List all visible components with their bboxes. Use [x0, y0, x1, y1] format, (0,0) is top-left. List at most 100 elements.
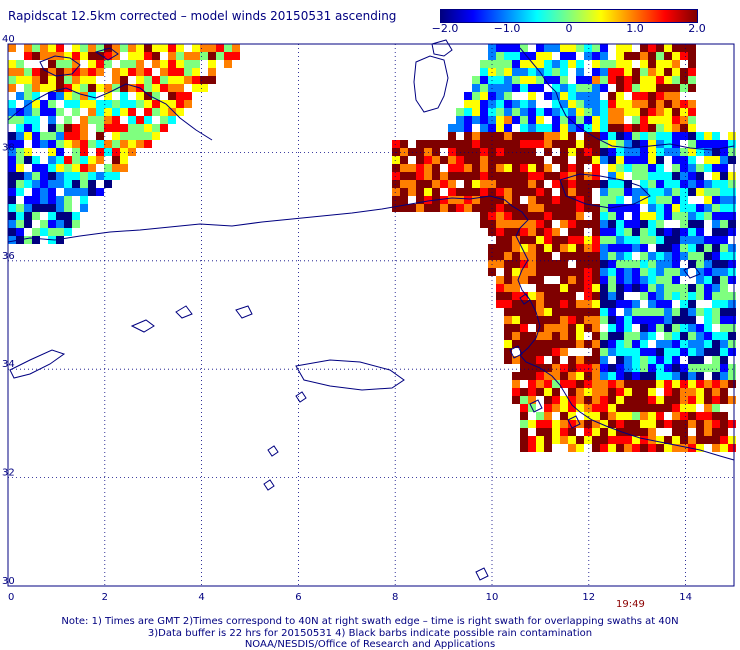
swath-cell — [728, 140, 736, 148]
swath-cell — [696, 228, 704, 236]
swath-cell — [688, 116, 696, 124]
swath-cell — [568, 132, 576, 140]
swath-cell — [32, 156, 40, 164]
swath-cell — [600, 204, 608, 212]
swath-cell — [560, 60, 568, 68]
swath-cell — [696, 348, 704, 356]
swath-cell — [504, 348, 512, 356]
swath-cell — [720, 252, 728, 260]
swath-cell — [576, 268, 584, 276]
swath-cell — [672, 204, 680, 212]
swath-cell — [536, 236, 544, 244]
swath-cell — [456, 172, 464, 180]
swath-cell — [584, 292, 592, 300]
swath-cell — [632, 76, 640, 84]
swath-cell — [656, 108, 664, 116]
swath-cell — [576, 188, 584, 196]
swath-cell — [416, 196, 424, 204]
swath-cell — [648, 420, 656, 428]
swath-cell — [136, 124, 144, 132]
swath-cell — [16, 204, 24, 212]
swath-cell — [648, 76, 656, 84]
swath-cell — [648, 300, 656, 308]
swath-cell — [544, 204, 552, 212]
swath-cell — [664, 244, 672, 252]
swath-cell — [8, 204, 16, 212]
swath-cell — [720, 220, 728, 228]
swath-cell — [688, 228, 696, 236]
swath-cell — [496, 116, 504, 124]
swath-cell — [640, 60, 648, 68]
swath-cell — [520, 268, 528, 276]
swath-cell — [96, 100, 104, 108]
swath-cell — [608, 436, 616, 444]
swath-cell — [680, 252, 688, 260]
swath-cell — [640, 388, 648, 396]
swath-cell — [144, 76, 152, 84]
swath-cell — [32, 124, 40, 132]
swath-cell — [64, 212, 72, 220]
swath-cell — [664, 300, 672, 308]
swath-cell — [608, 132, 616, 140]
swath-cell — [696, 244, 704, 252]
swath-cell — [640, 124, 648, 132]
swath-cell — [128, 44, 136, 52]
swath-cell — [528, 212, 536, 220]
swath-cell — [576, 340, 584, 348]
swath-cell — [688, 212, 696, 220]
swath-cell — [592, 324, 600, 332]
swath-cell — [512, 292, 520, 300]
swath-cell — [664, 180, 672, 188]
swath-cell — [680, 348, 688, 356]
swath-cell — [632, 428, 640, 436]
swath-cell — [496, 300, 504, 308]
swath-cell — [104, 92, 112, 100]
swath-cell — [600, 236, 608, 244]
swath-cell — [728, 396, 736, 404]
swath-cell — [544, 292, 552, 300]
swath-cell — [632, 108, 640, 116]
swath-cell — [600, 372, 608, 380]
swath-cell — [640, 132, 648, 140]
swath-cell — [600, 124, 608, 132]
coastline-island — [567, 415, 581, 429]
swath-cell — [728, 348, 736, 356]
swath-cell — [720, 140, 728, 148]
swath-cell — [640, 340, 648, 348]
swath-cell — [560, 396, 568, 404]
swath-cell — [536, 252, 544, 260]
swath-cell — [704, 348, 712, 356]
swath-cell — [624, 60, 632, 68]
swath-cell — [640, 180, 648, 188]
swath-cell — [440, 204, 448, 212]
swath-cell — [112, 84, 120, 92]
swath-cell — [552, 76, 560, 84]
swath-cell — [640, 436, 648, 444]
swath-cell — [624, 348, 632, 356]
swath-cell — [600, 196, 608, 204]
swath-cell — [48, 108, 56, 116]
swath-cell — [552, 260, 560, 268]
swath-cell — [704, 308, 712, 316]
swath-cell — [176, 68, 184, 76]
swath-cell — [24, 196, 32, 204]
swath-cell — [704, 364, 712, 372]
swath-cell — [624, 300, 632, 308]
swath-cell — [568, 220, 576, 228]
swath-cell — [440, 172, 448, 180]
swath-cell — [584, 428, 592, 436]
swath-cell — [608, 380, 616, 388]
swath-cell — [712, 332, 720, 340]
swath-cell — [704, 284, 712, 292]
swath-cell — [608, 156, 616, 164]
swath-cell — [128, 132, 136, 140]
swath-cell — [624, 444, 632, 452]
swath-cell — [608, 444, 616, 452]
swath-cell — [112, 68, 120, 76]
swath-cell — [568, 276, 576, 284]
swath-cell — [536, 300, 544, 308]
swath-cell — [664, 236, 672, 244]
swath-cell — [184, 60, 192, 68]
swath-cell — [600, 220, 608, 228]
swath-cell — [712, 196, 720, 204]
